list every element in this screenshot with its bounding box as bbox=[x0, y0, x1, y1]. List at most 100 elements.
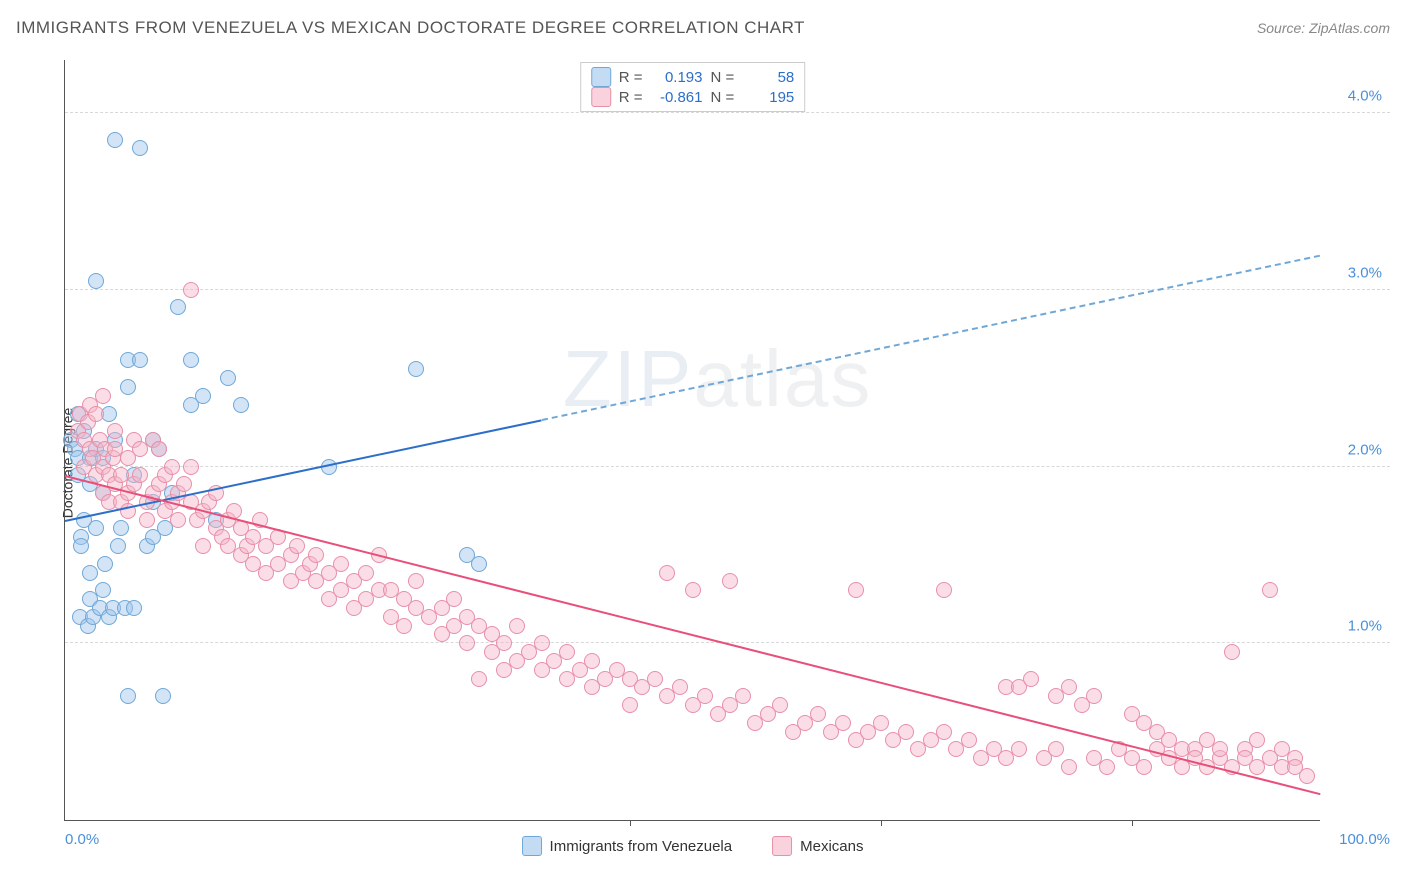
scatter-point-mexicans bbox=[358, 565, 374, 581]
scatter-point-mexicans bbox=[1086, 688, 1102, 704]
correlation-row-mexicans: R = -0.861 N = 195 bbox=[591, 87, 795, 107]
r-value-mexicans: -0.861 bbox=[651, 89, 703, 106]
x-tick-mark bbox=[1132, 820, 1133, 826]
scatter-point-mexicans bbox=[961, 732, 977, 748]
scatter-point-mexicans bbox=[622, 697, 638, 713]
trendline-venezuela-dashed bbox=[542, 254, 1321, 420]
scatter-point-mexicans bbox=[95, 388, 111, 404]
scatter-point-mexicans bbox=[1061, 759, 1077, 775]
scatter-point-mexicans bbox=[1099, 759, 1115, 775]
swatch-blue-icon bbox=[522, 836, 542, 856]
scatter-point-mexicans bbox=[672, 679, 688, 695]
x-tick-mark bbox=[630, 820, 631, 826]
source-name: ZipAtlas.com bbox=[1309, 20, 1390, 36]
x-tick-mark bbox=[881, 820, 882, 826]
scatter-point-mexicans bbox=[936, 724, 952, 740]
chart-container: Doctorate Degree ZIPatlas R = 0.193 N = … bbox=[16, 50, 1390, 876]
n-value-venezuela: 58 bbox=[742, 69, 794, 86]
scatter-point-mexicans bbox=[396, 618, 412, 634]
scatter-point-mexicans bbox=[183, 459, 199, 475]
scatter-point-mexicans bbox=[333, 556, 349, 572]
watermark-right: atlas bbox=[693, 334, 872, 423]
y-tick-label: 4.0% bbox=[1348, 88, 1382, 105]
scatter-point-mexicans bbox=[164, 459, 180, 475]
scatter-point-mexicans bbox=[722, 573, 738, 589]
y-tick-label: 1.0% bbox=[1348, 618, 1382, 635]
legend-label-mexicans: Mexicans bbox=[800, 838, 863, 855]
correlation-box: R = 0.193 N = 58 R = -0.861 N = 195 bbox=[580, 62, 806, 112]
scatter-point-mexicans bbox=[151, 441, 167, 457]
scatter-point-mexicans bbox=[446, 591, 462, 607]
watermark: ZIPatlas bbox=[563, 333, 872, 425]
scatter-point-venezuela bbox=[471, 556, 487, 572]
n-label: N = bbox=[711, 69, 735, 86]
scatter-point-mexicans bbox=[170, 512, 186, 528]
scatter-point-venezuela bbox=[183, 352, 199, 368]
x-tick-min: 0.0% bbox=[65, 831, 99, 848]
r-label: R = bbox=[619, 89, 643, 106]
scatter-point-venezuela bbox=[233, 397, 249, 413]
scatter-point-venezuela bbox=[82, 565, 98, 581]
scatter-point-mexicans bbox=[509, 618, 525, 634]
scatter-point-mexicans bbox=[584, 653, 600, 669]
trendline-mexicans bbox=[65, 475, 1320, 795]
scatter-point-venezuela bbox=[97, 556, 113, 572]
scatter-point-mexicans bbox=[936, 582, 952, 598]
scatter-point-mexicans bbox=[898, 724, 914, 740]
scatter-point-mexicans bbox=[1048, 741, 1064, 757]
y-tick-label: 2.0% bbox=[1348, 441, 1382, 458]
scatter-point-mexicans bbox=[534, 635, 550, 651]
scatter-point-venezuela bbox=[132, 352, 148, 368]
bottom-legend: Immigrants from Venezuela Mexicans bbox=[522, 836, 864, 856]
scatter-point-mexicans bbox=[1011, 741, 1027, 757]
swatch-pink-icon bbox=[591, 87, 611, 107]
gridline-h bbox=[65, 466, 1390, 467]
scatter-point-venezuela bbox=[195, 388, 211, 404]
legend-label-venezuela: Immigrants from Venezuela bbox=[550, 838, 733, 855]
scatter-point-mexicans bbox=[559, 644, 575, 660]
scatter-point-venezuela bbox=[107, 132, 123, 148]
scatter-point-mexicans bbox=[496, 635, 512, 651]
n-value-mexicans: 195 bbox=[742, 89, 794, 106]
scatter-point-venezuela bbox=[155, 688, 171, 704]
chart-header: IMMIGRANTS FROM VENEZUELA VS MEXICAN DOC… bbox=[16, 18, 1390, 38]
scatter-point-mexicans bbox=[685, 582, 701, 598]
n-label: N = bbox=[711, 89, 735, 106]
scatter-point-venezuela bbox=[95, 582, 111, 598]
swatch-pink-icon bbox=[772, 836, 792, 856]
legend-item-mexicans: Mexicans bbox=[772, 836, 863, 856]
scatter-point-mexicans bbox=[471, 671, 487, 687]
scatter-point-mexicans bbox=[1224, 644, 1240, 660]
scatter-point-venezuela bbox=[88, 273, 104, 289]
source-prefix: Source: bbox=[1257, 20, 1309, 36]
r-label: R = bbox=[619, 69, 643, 86]
chart-source: Source: ZipAtlas.com bbox=[1257, 20, 1390, 36]
scatter-point-mexicans bbox=[810, 706, 826, 722]
y-tick-label: 3.0% bbox=[1348, 264, 1382, 281]
scatter-point-mexicans bbox=[873, 715, 889, 731]
scatter-point-mexicans bbox=[459, 635, 475, 651]
x-tick-max: 100.0% bbox=[1339, 831, 1390, 848]
scatter-point-mexicans bbox=[697, 688, 713, 704]
scatter-point-mexicans bbox=[1061, 679, 1077, 695]
chart-title: IMMIGRANTS FROM VENEZUELA VS MEXICAN DOC… bbox=[16, 18, 805, 38]
scatter-point-venezuela bbox=[408, 361, 424, 377]
correlation-row-venezuela: R = 0.193 N = 58 bbox=[591, 67, 795, 87]
scatter-point-mexicans bbox=[107, 423, 123, 439]
scatter-point-venezuela bbox=[88, 520, 104, 536]
scatter-point-mexicans bbox=[1212, 741, 1228, 757]
scatter-point-venezuela bbox=[132, 140, 148, 156]
scatter-point-mexicans bbox=[772, 697, 788, 713]
gridline-h bbox=[65, 112, 1390, 113]
scatter-point-mexicans bbox=[647, 671, 663, 687]
scatter-point-mexicans bbox=[848, 582, 864, 598]
scatter-point-mexicans bbox=[176, 476, 192, 492]
scatter-point-mexicans bbox=[195, 538, 211, 554]
scatter-point-mexicans bbox=[88, 406, 104, 422]
scatter-point-venezuela bbox=[113, 520, 129, 536]
gridline-h bbox=[65, 289, 1390, 290]
scatter-point-mexicans bbox=[735, 688, 751, 704]
scatter-point-mexicans bbox=[132, 467, 148, 483]
scatter-point-mexicans bbox=[1299, 768, 1315, 784]
scatter-point-mexicans bbox=[308, 547, 324, 563]
